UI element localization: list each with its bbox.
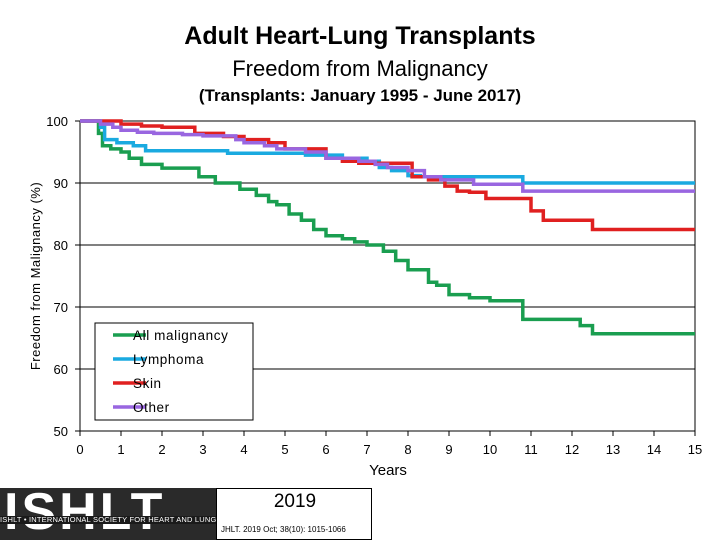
citation-box: 2019 JHLT. 2019 Oct; 38(10): 1015-1066 (216, 488, 372, 540)
ishlt-logo: ISHLT (0, 483, 216, 541)
y-tick-label-70: 70 (54, 300, 68, 315)
x-tick-label-2: 2 (158, 442, 165, 457)
chart-subtitle: Freedom from Malignancy (232, 56, 488, 81)
citation-text: JHLT. 2019 Oct; 38(10): 1015-1066 (221, 525, 346, 534)
series-line-skin (80, 119, 695, 232)
legend-label-other: Other (133, 400, 170, 415)
y-axis-label: Freedom from Malignancy (%) (28, 182, 43, 370)
x-tick-label-15: 15 (688, 442, 702, 457)
x-tick-label-11: 11 (524, 442, 538, 457)
x-tick-label-13: 13 (606, 442, 620, 457)
x-tick-label-5: 5 (281, 442, 288, 457)
y-tick-label-60: 60 (54, 362, 68, 377)
legend-label-skin: Skin (133, 376, 162, 391)
x-tick-label-4: 4 (240, 442, 247, 457)
series-line-lymphoma (80, 119, 695, 185)
y-tick-label-100: 100 (46, 114, 68, 129)
x-tick-label-6: 6 (322, 442, 329, 457)
legend-box (94, 322, 254, 421)
x-tick-label-0: 0 (76, 442, 83, 457)
logo-strip: ISHLT • INTERNATIONAL SOCIETY FOR HEART … (0, 516, 372, 524)
x-tick-label-7: 7 (363, 442, 370, 457)
series-line-other (80, 119, 695, 193)
legend-label-lymphoma: Lymphoma (133, 352, 204, 367)
x-tick-label-3: 3 (199, 442, 206, 457)
x-tick-label-14: 14 (647, 442, 661, 457)
y-tick-label-90: 90 (54, 176, 68, 191)
x-tick-label-1: 1 (117, 442, 124, 457)
legend-label-all-malignancy: All malignancy (133, 328, 228, 343)
year-label: 2019 (273, 491, 317, 512)
chart-title: Adult Heart-Lung Transplants (184, 22, 536, 50)
x-tick-label-12: 12 (565, 442, 579, 457)
y-tick-label-80: 80 (54, 238, 68, 253)
chart-subtitle-dates: (Transplants: January 1995 - June 2017) (198, 86, 522, 105)
x-tick-label-10: 10 (483, 442, 497, 457)
x-tick-label-9: 9 (445, 442, 452, 457)
x-axis-label: Years (369, 462, 407, 479)
series-line-all-malignancy (80, 119, 695, 336)
x-tick-label-8: 8 (404, 442, 411, 457)
logo-text: ISHLT (4, 483, 166, 541)
y-tick-label-50: 50 (54, 424, 68, 439)
ishlt-footer: ISHLT ISHLT • INTERNATIONAL SOCIETY FOR … (0, 483, 372, 541)
